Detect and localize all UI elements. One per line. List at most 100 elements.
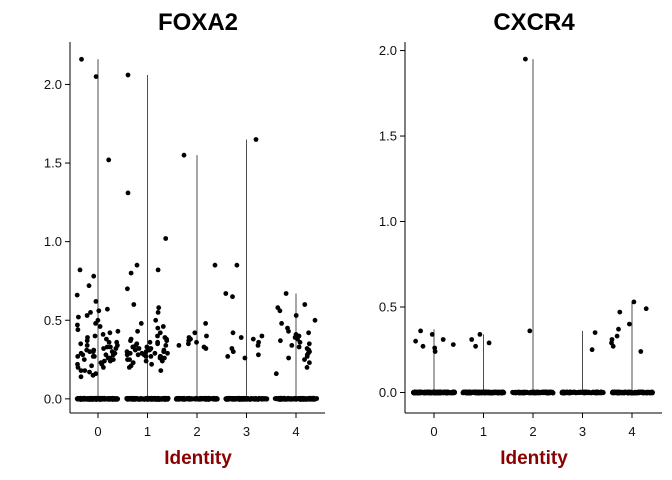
x-tick-label: 2	[529, 424, 536, 439]
data-point	[134, 341, 140, 347]
data-point-zero	[273, 396, 279, 401]
data-point	[92, 333, 98, 339]
data-point	[125, 286, 130, 292]
data-point	[286, 355, 291, 361]
data-point	[230, 349, 236, 355]
data-point-zero	[560, 389, 566, 395]
data-point	[610, 343, 616, 349]
data-point	[432, 345, 438, 351]
data-point	[101, 365, 106, 370]
data-point	[88, 310, 93, 315]
data-point	[307, 360, 312, 366]
data-point	[230, 330, 236, 336]
data-point	[87, 369, 92, 375]
data-point	[113, 346, 119, 351]
data-point	[155, 333, 160, 339]
data-point	[105, 306, 110, 312]
data-point	[132, 347, 138, 353]
data-point	[259, 333, 265, 339]
data-point-zero	[492, 390, 498, 395]
data-point-zero	[610, 390, 616, 395]
data-point	[81, 357, 87, 362]
data-point	[96, 308, 102, 314]
data-point	[143, 358, 149, 364]
data-point-zero	[240, 396, 246, 401]
data-point	[432, 349, 438, 354]
chart-title: CXCR4	[493, 9, 575, 36]
y-tick-label: 1.5	[379, 129, 397, 144]
data-point	[527, 328, 533, 334]
data-point	[212, 262, 218, 268]
data-point	[157, 330, 163, 336]
data-point-zero	[465, 390, 471, 396]
data-point	[161, 347, 167, 353]
data-point-zero	[500, 389, 506, 395]
y-tick-label: 0.5	[44, 313, 62, 328]
data-point-zero	[565, 389, 570, 395]
data-point	[97, 324, 103, 329]
data-point	[643, 306, 649, 312]
data-point-zero	[470, 389, 476, 395]
data-point-zero	[245, 396, 251, 402]
x-tick-label: 4	[628, 424, 635, 439]
data-point	[296, 344, 302, 350]
data-point	[160, 324, 166, 329]
data-point	[86, 283, 92, 289]
data-point-zero	[308, 396, 314, 402]
data-point	[78, 341, 84, 347]
data-point	[253, 137, 259, 142]
data-point	[136, 346, 142, 351]
data-point	[155, 267, 161, 273]
data-point	[223, 291, 229, 296]
data-point	[75, 322, 80, 328]
data-point	[614, 333, 620, 339]
data-point	[238, 335, 244, 340]
data-point	[486, 340, 492, 346]
data-point	[523, 56, 528, 62]
data-point	[283, 291, 289, 296]
y-tick-label: 1.0	[379, 214, 397, 229]
data-point	[93, 321, 98, 326]
data-point	[159, 358, 165, 364]
violin-group-4	[272, 291, 320, 402]
data-point-zero	[263, 396, 269, 402]
data-point	[158, 368, 164, 373]
data-point	[135, 352, 141, 358]
data-point	[163, 236, 169, 241]
data-point-zero	[226, 396, 232, 402]
data-point	[273, 371, 279, 377]
data-point-zero	[542, 389, 548, 395]
data-point-zero	[126, 396, 132, 402]
data-point	[87, 349, 93, 355]
data-point-zero	[83, 396, 88, 402]
x-tick-label: 2	[193, 424, 200, 439]
data-point	[203, 346, 209, 351]
data-point	[128, 270, 134, 276]
data-point-zero	[616, 390, 621, 396]
x-tick-label: 0	[430, 424, 437, 439]
data-point	[413, 338, 418, 344]
data-point	[297, 339, 303, 345]
data-point-zero	[206, 395, 212, 401]
data-point	[125, 190, 131, 196]
data-point-zero	[175, 396, 180, 401]
data-point-zero	[648, 389, 654, 395]
data-point	[106, 339, 112, 345]
data-point	[104, 344, 110, 350]
data-point	[82, 368, 88, 373]
data-point	[440, 337, 446, 342]
data-point-zero	[518, 389, 523, 395]
data-point-zero	[526, 390, 532, 395]
data-point-zero	[194, 396, 200, 401]
data-point	[192, 330, 198, 336]
data-point	[78, 374, 84, 380]
data-point	[78, 368, 84, 373]
data-point	[131, 302, 137, 307]
data-point-zero	[548, 389, 554, 395]
data-point	[143, 354, 149, 359]
data-point	[124, 349, 130, 355]
data-point	[203, 321, 209, 326]
data-point-zero	[211, 395, 217, 401]
data-point	[93, 74, 99, 79]
